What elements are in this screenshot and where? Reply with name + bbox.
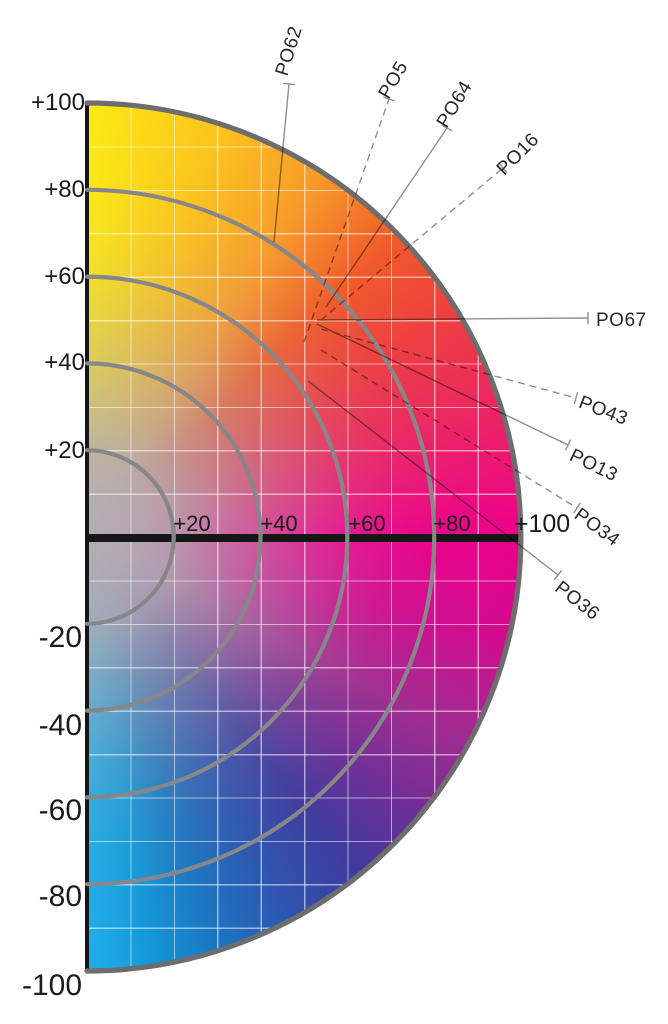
y-axis-label-minus-40: -40	[38, 709, 82, 742]
y-axis-label-minus-80: -80	[38, 880, 82, 913]
leader-line-po62	[273, 83, 290, 243]
leader-tick-po34	[573, 502, 581, 514]
x-axis-label-plus-40: +40	[260, 511, 298, 536]
leader-line-po5	[303, 98, 390, 343]
leader-line-po67	[316, 317, 589, 321]
leader-line-po13	[316, 323, 569, 446]
y-axis-label-plus-80: +80	[44, 176, 85, 203]
y-axis-label-plus-100: +100	[30, 89, 85, 116]
leader-line-po43	[320, 328, 577, 399]
pigment-label-po67: PO67	[596, 310, 647, 331]
y-axis-label-plus-20: +20	[44, 437, 85, 464]
leader-tick-po16	[498, 162, 508, 174]
chroma-circle-60	[84, 274, 350, 800]
y-axis-label-minus-20: -20	[38, 621, 82, 654]
leader-lines	[273, 82, 589, 581]
leader-tick-po36	[553, 569, 563, 581]
y-axis-label-plus-60: +60	[44, 263, 85, 290]
leader-line-po34	[320, 349, 578, 509]
x-axis-label-plus-100: +100	[513, 510, 571, 538]
leader-line-po64	[325, 127, 448, 308]
leader-tick-po5	[383, 96, 395, 102]
x-axis-label-plus-20: +20	[173, 511, 211, 536]
chroma-circle-20	[84, 448, 176, 626]
leader-line-po36	[307, 380, 559, 576]
chroma-circles	[84, 100, 524, 974]
x-axis-label-plus-80: +80	[433, 511, 471, 536]
y-axis-label-plus-40: +40	[44, 349, 85, 376]
leader-tick-po62	[282, 82, 296, 86]
leader-line-po16	[320, 167, 504, 321]
outer-rim	[84, 100, 524, 974]
leader-tick-po43	[573, 392, 579, 404]
y-axis-label-minus-100: -100	[21, 969, 82, 1002]
chroma-circle-80	[84, 187, 437, 887]
chroma-circle-40	[84, 361, 263, 713]
y-axis-label-minus-60: -60	[38, 794, 82, 827]
leader-tick-po64	[441, 124, 453, 132]
leader-tick-po13	[564, 439, 572, 451]
dashed-leaders	[303, 98, 578, 509]
x-axis-label-plus-60: +60	[348, 511, 386, 536]
